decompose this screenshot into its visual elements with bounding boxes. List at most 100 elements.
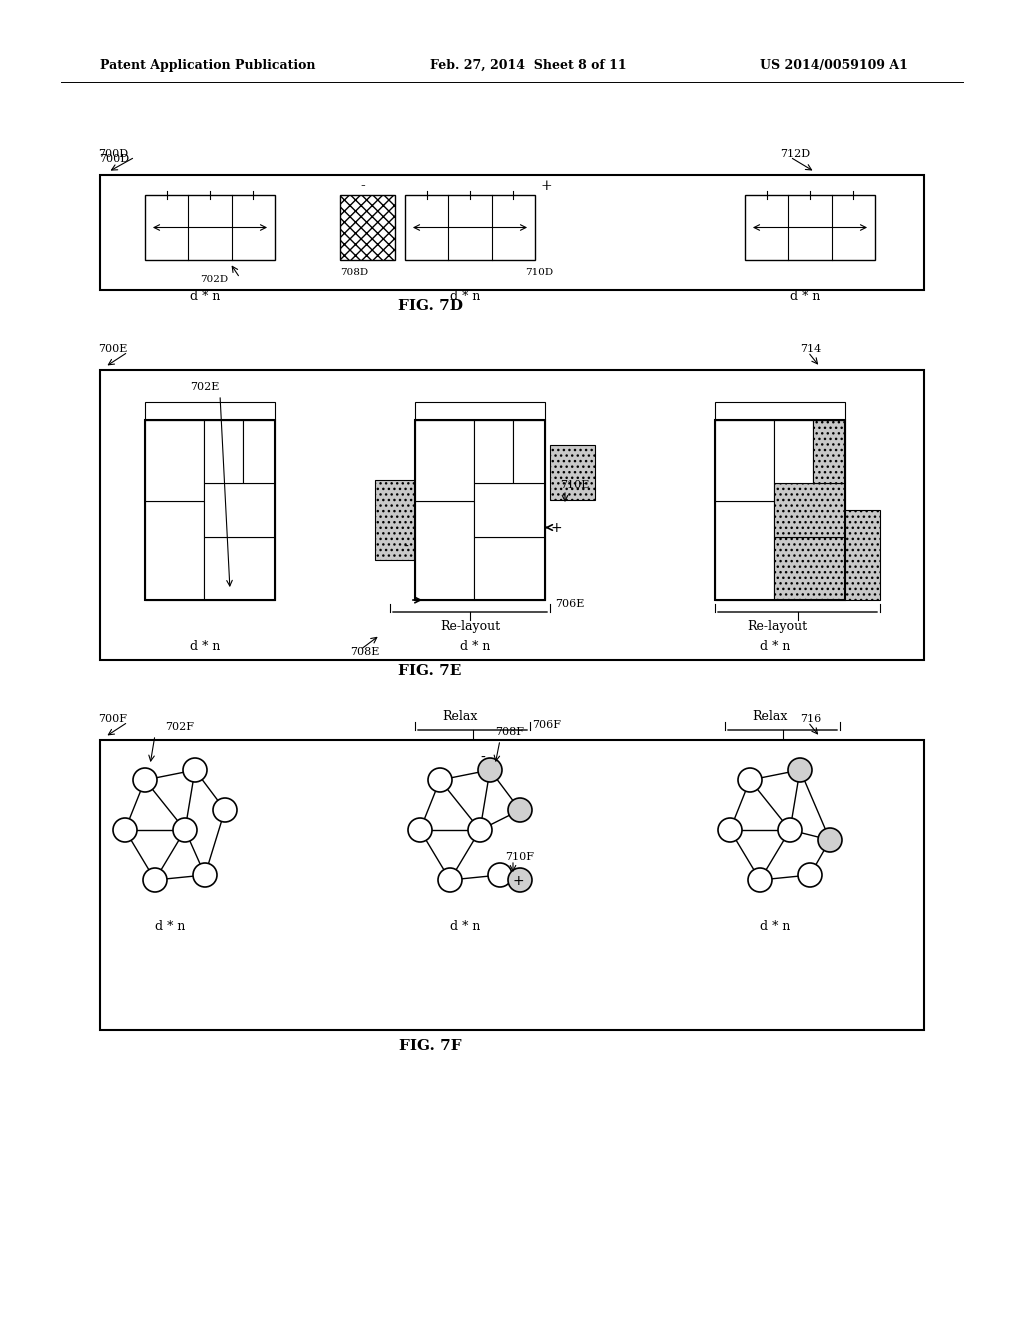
Bar	[100, 370, 924, 660]
Circle shape	[778, 818, 802, 842]
Bar	[550, 445, 595, 500]
Text: 708D: 708D	[340, 268, 368, 277]
Text: -: -	[403, 540, 408, 554]
Text: FIG. 7F: FIG. 7F	[398, 1039, 462, 1053]
Bar	[715, 403, 845, 420]
Bar	[100, 741, 924, 1030]
Bar	[204, 537, 275, 601]
Circle shape	[738, 768, 762, 792]
Text: Feb. 27, 2014  Sheet 8 of 11: Feb. 27, 2014 Sheet 8 of 11	[430, 58, 627, 71]
Text: 702E: 702E	[190, 381, 219, 392]
Circle shape	[438, 869, 462, 892]
Bar	[145, 403, 275, 420]
Text: 708E: 708E	[350, 647, 379, 657]
Bar	[340, 195, 395, 260]
Circle shape	[508, 869, 532, 892]
Circle shape	[193, 863, 217, 887]
Bar	[715, 420, 845, 601]
Text: -: -	[360, 180, 365, 193]
Text: Re-layout: Re-layout	[440, 620, 500, 634]
Circle shape	[718, 818, 742, 842]
Text: 700D: 700D	[99, 154, 129, 164]
Bar	[473, 420, 512, 483]
Text: FIG. 7E: FIG. 7E	[398, 664, 462, 678]
Bar	[145, 420, 275, 601]
Text: d * n: d * n	[760, 920, 791, 933]
Circle shape	[408, 818, 432, 842]
Bar	[715, 502, 773, 601]
Text: d * n: d * n	[190, 290, 220, 304]
Circle shape	[143, 869, 167, 892]
Bar	[473, 483, 545, 537]
Circle shape	[818, 828, 842, 851]
Text: d * n: d * n	[190, 640, 220, 653]
Circle shape	[113, 818, 137, 842]
Bar	[415, 420, 545, 601]
Bar	[493, 195, 535, 260]
Text: +: +	[540, 180, 552, 193]
Bar	[100, 176, 924, 290]
Text: d * n: d * n	[155, 920, 185, 933]
Text: d * n: d * n	[450, 920, 480, 933]
Text: +: +	[512, 874, 523, 888]
Bar	[415, 502, 473, 601]
Text: 710F: 710F	[505, 851, 534, 862]
Circle shape	[788, 758, 812, 781]
Text: 702F: 702F	[165, 722, 194, 733]
Text: 702D: 702D	[200, 275, 228, 284]
Text: 716: 716	[800, 714, 821, 723]
Text: FIG. 7D: FIG. 7D	[397, 300, 463, 313]
Bar	[415, 403, 545, 420]
Bar	[512, 420, 545, 483]
Bar	[745, 195, 874, 260]
Circle shape	[213, 799, 237, 822]
Text: Re-layout: Re-layout	[748, 620, 808, 634]
Bar	[473, 537, 545, 601]
Text: 710E: 710E	[560, 480, 590, 490]
Text: 706E: 706E	[555, 599, 585, 609]
Circle shape	[488, 863, 512, 887]
Text: d * n: d * n	[790, 290, 820, 304]
Bar	[145, 195, 275, 260]
Bar	[773, 537, 845, 601]
Bar	[415, 420, 473, 502]
Circle shape	[173, 818, 197, 842]
Bar	[715, 420, 773, 502]
Bar	[204, 483, 275, 537]
Text: US 2014/0059109 A1: US 2014/0059109 A1	[760, 58, 908, 71]
Text: d * n: d * n	[460, 640, 490, 653]
Text: Relax: Relax	[442, 710, 477, 723]
Circle shape	[133, 768, 157, 792]
Text: 700F: 700F	[98, 714, 127, 723]
Bar	[145, 502, 204, 601]
Text: Relax: Relax	[753, 710, 787, 723]
Text: d * n: d * n	[450, 290, 480, 304]
Circle shape	[478, 758, 502, 781]
Circle shape	[798, 863, 822, 887]
Bar	[773, 420, 812, 483]
Text: 700E: 700E	[98, 345, 127, 354]
Circle shape	[508, 799, 532, 822]
Bar	[375, 480, 425, 560]
Text: 710D: 710D	[525, 268, 553, 277]
Circle shape	[183, 758, 207, 781]
Text: 708F: 708F	[495, 727, 524, 737]
Circle shape	[468, 818, 492, 842]
Circle shape	[428, 768, 452, 792]
Bar	[406, 195, 535, 260]
Bar	[833, 195, 874, 260]
Text: d * n: d * n	[760, 640, 791, 653]
Text: +: +	[550, 521, 561, 536]
Bar	[204, 420, 243, 483]
Bar	[812, 420, 845, 483]
Bar	[845, 510, 880, 601]
Bar	[243, 420, 275, 483]
Bar	[773, 483, 845, 537]
Circle shape	[748, 869, 772, 892]
Text: 700D: 700D	[98, 149, 128, 158]
Text: 712D: 712D	[780, 149, 810, 158]
Text: 714: 714	[800, 345, 821, 354]
Bar	[145, 420, 204, 502]
Text: -: -	[480, 751, 485, 766]
Text: Patent Application Publication: Patent Application Publication	[100, 58, 315, 71]
